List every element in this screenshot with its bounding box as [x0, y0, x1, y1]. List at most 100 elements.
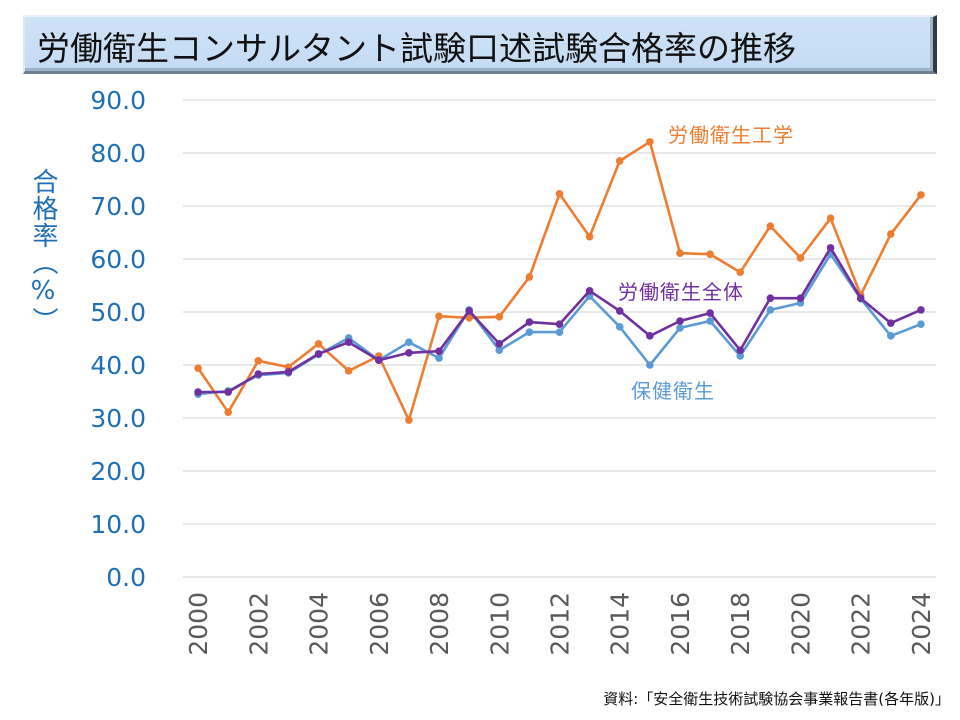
data-point: [676, 317, 684, 325]
series-label: 保健衛生: [631, 379, 715, 403]
x-tick-labels: 2000 2002 2004 2006 2008 2010 2012 2014 2016 2018…: [184, 592, 936, 656]
x-tick-label: 2012: [546, 592, 575, 656]
data-point: [525, 273, 534, 281]
x-tick-label: 2016: [666, 592, 695, 656]
y-tick-label: 30.0: [90, 404, 146, 433]
data-point: [917, 320, 925, 328]
data-point: [344, 338, 353, 347]
data-point: [194, 364, 202, 372]
data-point: [254, 356, 263, 365]
y-axis-title: 合格率（%）: [28, 168, 58, 334]
data-point: [766, 306, 775, 314]
x-tick-label: 2010: [485, 592, 514, 656]
data-point: [314, 340, 323, 348]
data-point: [405, 338, 413, 347]
y-tick-label: 80.0: [90, 139, 146, 168]
data-point: [465, 307, 473, 315]
data-point: [917, 306, 925, 314]
data-point: [284, 368, 293, 376]
data-point: [615, 307, 624, 315]
data-point: [615, 323, 624, 331]
series-label: 労働衛生全体: [618, 280, 744, 304]
series-労働衛生全体: [194, 244, 925, 396]
data-point: [585, 287, 594, 295]
title-banner: 労働衛生コンサルタント試験口述試験合格率の推移: [23, 15, 937, 74]
data-point: [887, 319, 895, 327]
data-point: [736, 268, 745, 277]
data-point: [766, 294, 775, 303]
data-point: [555, 320, 564, 328]
data-point: [736, 352, 745, 360]
y-tick-label: 40.0: [90, 351, 146, 380]
data-point: [766, 222, 775, 230]
data-point: [887, 332, 895, 340]
series-労働衛生工学: [194, 138, 925, 424]
data-point: [525, 318, 534, 326]
y-tick-label: 90.0: [90, 86, 146, 115]
y-tick-label: 70.0: [90, 192, 146, 221]
data-point: [344, 367, 353, 375]
data-point: [224, 408, 232, 416]
data-point: [435, 347, 443, 356]
data-point: [676, 324, 684, 332]
data-point: [676, 249, 684, 257]
data-point: [194, 388, 202, 396]
data-point: [435, 354, 443, 362]
data-point: [887, 230, 895, 238]
data-point: [495, 340, 504, 348]
data-point: [525, 328, 534, 336]
y-tick-labels: 0.0 10.0 20.0 30.0 40.0 50.0 60.0 70.0 80.0 90.0: [90, 86, 146, 592]
y-tick-label: 60.0: [90, 245, 146, 274]
data-point: [856, 294, 865, 303]
data-point: [796, 254, 805, 262]
x-tick-label: 2014: [606, 592, 635, 656]
x-tick-label: 2024: [907, 592, 936, 656]
data-point: [615, 157, 624, 165]
data-point: [826, 244, 835, 252]
data-point: [646, 332, 654, 340]
data-point: [254, 370, 263, 378]
data-point: [706, 250, 714, 259]
x-tick-label: 2002: [244, 592, 273, 656]
series-lines: [194, 138, 925, 424]
data-point: [706, 317, 714, 325]
chart-title: 労働衛生コンサルタント試験口述試験合格率の推移: [37, 29, 796, 68]
x-tick-label: 2006: [365, 592, 394, 656]
data-point: [796, 294, 805, 303]
x-tick-label: 2018: [726, 592, 755, 656]
x-tick-label: 2008: [425, 592, 454, 656]
x-tick-label: 2000: [184, 592, 213, 656]
data-point: [646, 361, 654, 369]
source-footnote: 資料:「安全衛生技術試験協会事業報告書(各年版)」: [603, 690, 950, 708]
data-point: [405, 416, 413, 424]
x-tick-label: 2022: [847, 592, 876, 656]
x-tick-label: 2020: [786, 592, 815, 656]
data-point: [736, 346, 745, 354]
data-point: [435, 312, 443, 321]
x-tick-label: 2004: [305, 592, 334, 656]
data-point: [465, 314, 473, 322]
data-point: [405, 349, 413, 357]
data-point: [224, 388, 232, 396]
data-point: [917, 191, 925, 199]
data-point: [826, 214, 835, 222]
y-tick-label: 50.0: [90, 298, 146, 327]
y-tick-label: 0.0: [106, 563, 146, 592]
data-point: [555, 328, 564, 336]
series-label: 労働衛生工学: [668, 123, 794, 147]
y-tick-label: 20.0: [90, 457, 146, 486]
gridlines: [183, 99, 936, 578]
data-point: [555, 190, 564, 198]
data-point: [314, 350, 323, 358]
data-point: [585, 232, 594, 241]
data-point: [495, 346, 504, 354]
series-line: [197, 140, 922, 422]
data-point: [374, 356, 383, 365]
y-tick-label: 10.0: [90, 510, 146, 539]
data-point: [646, 138, 654, 146]
series-line: [198, 246, 922, 394]
data-point: [495, 312, 504, 321]
data-point: [706, 309, 714, 317]
